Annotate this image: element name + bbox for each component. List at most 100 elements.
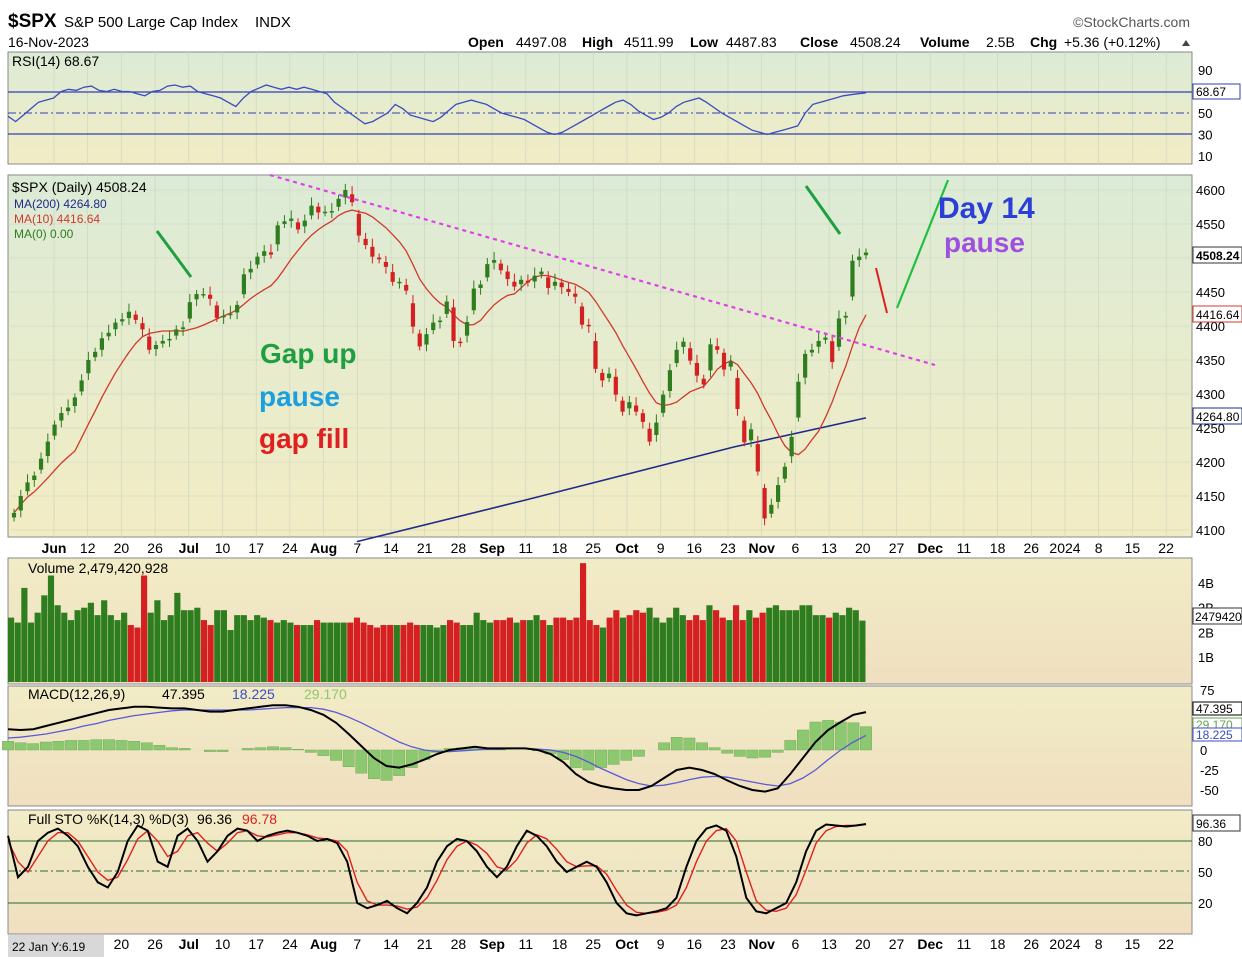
- rsi-tick: 90: [1198, 63, 1212, 78]
- x-axis-top: Jun 12 20 26 Jul 10 17 24 Aug 7 14 21 28 Sep 11 18 25 Oct…: [42, 540, 1175, 556]
- candle-body: [59, 413, 64, 421]
- macd-hist-bar: [317, 749, 330, 756]
- volume-bar: [746, 610, 753, 682]
- footer-scroll-label-bg[interactable]: [8, 935, 104, 957]
- candle-body: [316, 206, 321, 213]
- volume-bar: [307, 625, 314, 682]
- candle-body: [437, 320, 443, 323]
- candle-body: [221, 315, 226, 318]
- volume-bar: [779, 610, 786, 682]
- volume-bar: [646, 607, 653, 682]
- x-tick-bottom: 27: [889, 936, 905, 952]
- x-tick-bottom: 7: [353, 936, 361, 952]
- volume-bar: [387, 625, 394, 682]
- candle-body: [133, 314, 138, 320]
- macd-hist-bar: [721, 749, 734, 754]
- volume-bar: [520, 620, 527, 682]
- candle-body: [147, 336, 152, 350]
- volume-bar: [766, 607, 773, 682]
- volume-bar: [294, 625, 301, 682]
- sto-tick: 20: [1198, 896, 1212, 911]
- brand-logo: ©StockCharts.com: [1073, 14, 1190, 30]
- volume-bar: [240, 615, 247, 682]
- candle-body: [174, 329, 179, 336]
- chart-header: $SPX S&P 500 Large Cap Index INDX ©Stock…: [8, 11, 1190, 50]
- volume-bar: [141, 575, 148, 682]
- price-tag-close-value: 4508.24: [1196, 249, 1240, 263]
- volume-bar: [234, 615, 241, 682]
- candle-body: [735, 378, 740, 409]
- macd-hist-bar: [166, 747, 178, 751]
- x-tick-bottom: 10: [215, 936, 231, 952]
- candle-body: [45, 441, 50, 457]
- x-tick: Jun: [42, 540, 67, 556]
- x-tick-bottom: 6: [792, 936, 800, 952]
- x-tick: Jul: [179, 540, 199, 556]
- volume-bar: [480, 620, 487, 682]
- candle-body: [742, 420, 747, 443]
- volume-bar: [639, 612, 647, 682]
- volume-bar: [533, 615, 540, 682]
- volume-bar: [826, 617, 833, 682]
- candle-body: [187, 302, 192, 319]
- annotation-gap-up: Gap up: [260, 338, 356, 369]
- volume-bar: [101, 600, 108, 682]
- volume-bar: [180, 610, 188, 682]
- candle-body: [336, 198, 341, 207]
- x-tick-bottom: 22: [1158, 936, 1174, 952]
- x-tick: 23: [720, 540, 736, 556]
- candle-body: [349, 194, 355, 203]
- macd-hist-bar: [607, 749, 620, 765]
- macd-hist-bar: [658, 742, 670, 751]
- x-tick-bottom: 17: [248, 936, 264, 952]
- candle-body: [464, 321, 470, 336]
- volume-bar: [613, 610, 620, 682]
- candle-body: [363, 238, 368, 246]
- price-tick: 4250: [1196, 421, 1225, 436]
- volume-bar: [719, 617, 726, 682]
- rsi-tick: 50: [1198, 106, 1212, 121]
- chg-value: +5.36 (+0.12%): [1064, 34, 1161, 50]
- annotation-day-14: Day 14: [938, 192, 1035, 225]
- candle-body: [552, 281, 558, 286]
- x-tick: 10: [215, 540, 231, 556]
- volume-bar: [693, 615, 700, 682]
- volume-bar: [367, 625, 374, 682]
- volume-bar: [21, 587, 28, 682]
- candle-body: [803, 353, 808, 378]
- candle-body: [620, 400, 625, 412]
- macd-hist-bar: [633, 749, 645, 757]
- macd-hist-bar: [355, 749, 368, 774]
- low-value: 4487.83: [726, 34, 777, 50]
- volume-value: 2.5B: [986, 34, 1015, 50]
- macd-hist-bar: [204, 749, 216, 752]
- volume-bar: [420, 625, 427, 682]
- candle-body: [404, 284, 409, 291]
- macd-panel-bg: [7, 685, 1193, 807]
- x-tick-bottom: 16: [687, 936, 703, 952]
- candle-body: [566, 288, 571, 292]
- volume-bar: [407, 622, 414, 682]
- candle-body: [410, 303, 416, 327]
- x-tick-bottom: Jul: [179, 936, 199, 952]
- candle-body: [633, 405, 639, 412]
- candle-body: [390, 272, 395, 282]
- volume-bar: [726, 620, 733, 682]
- open-label: Open: [468, 34, 504, 50]
- volume-bar: [819, 615, 826, 682]
- index-name: S&P 500 Large Cap Index: [64, 14, 239, 31]
- candle-body: [748, 429, 754, 441]
- macd-panel: MACD(12,26,9) 47.395 18.225 29.170 -50 -2…: [2, 683, 1242, 807]
- candle-body: [248, 268, 253, 273]
- x-tick-bottom: 13: [821, 936, 837, 952]
- x-tick: 11: [957, 540, 972, 556]
- x-tick: 26: [147, 540, 163, 556]
- macd-tag: [1192, 727, 1242, 742]
- volume-bar: [320, 622, 327, 682]
- volume-tick: 2B: [1198, 625, 1214, 640]
- sto-k-value: 96.36: [197, 811, 232, 827]
- candle-body: [694, 362, 700, 376]
- volume-bar: [859, 620, 866, 682]
- volume-bar: [207, 625, 214, 682]
